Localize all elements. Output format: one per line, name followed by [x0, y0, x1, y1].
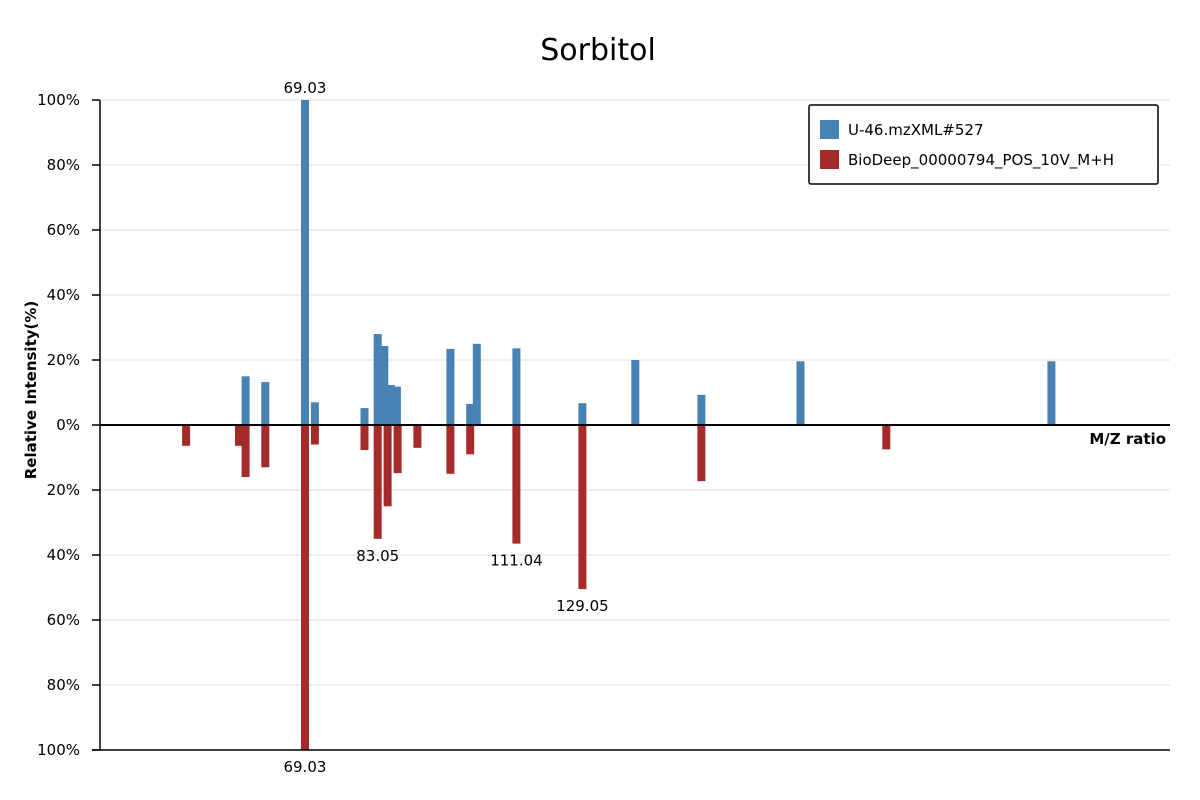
legend-label-sample: U-46.mzXML#527: [848, 121, 984, 139]
y-tick-label: 20%: [47, 351, 80, 369]
axes-layer: 100% 80% 60% 40% 20% 0% 20% 40% 60% 80% 100%: [37, 91, 1170, 759]
y-tick-label: 60%: [47, 611, 80, 629]
y-tick-label: 40%: [47, 286, 80, 304]
y-tick-label: 60%: [47, 221, 80, 239]
y-tick-label: 100%: [37, 741, 80, 759]
x-axis-title: M/Z ratio: [1089, 430, 1166, 448]
peak-label-bottom: 129.05: [556, 597, 609, 615]
sample-peak-bar: [578, 403, 587, 425]
sample-peak-bar: [392, 386, 401, 425]
sample-peak-bar: [446, 348, 455, 425]
y-axis-title: Relative Intensity(%): [22, 301, 40, 480]
peak-label-bottom: 83.05: [356, 547, 399, 565]
sample-peak-bar: [472, 343, 481, 426]
y-tick-label: 20%: [47, 481, 80, 499]
reference-peak-bar: [578, 425, 587, 590]
reference-peak-bar: [310, 425, 319, 445]
y-tick-label: 0%: [56, 416, 80, 434]
sample-peak-bar: [301, 100, 309, 425]
legend-swatch-reference: [820, 150, 839, 169]
sample-peak-bar: [241, 376, 250, 426]
reference-peak-bar: [241, 425, 250, 477]
sample-peak-bar: [373, 334, 382, 425]
reference-peak-bar: [360, 425, 369, 450]
reference-peak-bar: [413, 425, 422, 448]
reference-peak-bar: [466, 425, 475, 455]
peak-label-bottom: 69.03: [283, 758, 326, 776]
legend-label-reference: BioDeep_00000794_POS_10V_M+H: [848, 151, 1114, 170]
reference-peak-bar: [393, 425, 402, 474]
reference-peak-bar: [882, 425, 891, 450]
y-tick-label: 80%: [47, 676, 80, 694]
legend-box: [808, 104, 1159, 185]
sample-peak-bar: [796, 361, 805, 425]
y-tick-label: 40%: [47, 546, 80, 564]
sample-peak-bar: [380, 346, 389, 425]
sample-peak-bar: [386, 385, 395, 425]
reference-peak-bar: [301, 425, 309, 750]
reference-peak-bar: [235, 425, 243, 446]
labels-layer: 69.03 69.03 83.05 111.04 129.05: [283, 79, 608, 776]
y-tick-label: 80%: [47, 156, 80, 174]
legend-swatch-sample: [820, 120, 839, 139]
sample-peak-bar: [512, 348, 521, 425]
reference-peak-bar: [373, 425, 382, 539]
sample-peak-bar: [697, 394, 706, 425]
sample-peak-bar: [1047, 361, 1056, 425]
legend: U-46.mzXML#527 BioDeep_00000794_POS_10V_…: [808, 104, 1159, 185]
sample-peak-bar: [466, 403, 475, 425]
sample-peak-bar: [631, 360, 640, 425]
peak-label-bottom: 111.04: [490, 552, 543, 570]
sample-peak-bar: [310, 402, 319, 426]
y-tick-label: 100%: [37, 91, 80, 109]
bars-layer: [182, 100, 1056, 750]
reference-peak-bar: [182, 425, 191, 446]
reference-peak-bar: [261, 425, 270, 468]
reference-peak-bar: [697, 425, 706, 482]
chart-title: Sorbitol: [540, 33, 656, 68]
reference-peak-bar: [512, 425, 521, 544]
reference-peak-bar: [446, 425, 455, 474]
peak-label-top: 69.03: [283, 79, 326, 97]
sample-peak-bar: [261, 382, 270, 425]
reference-peak-bar: [383, 425, 392, 507]
sample-peak-bar: [360, 408, 369, 425]
